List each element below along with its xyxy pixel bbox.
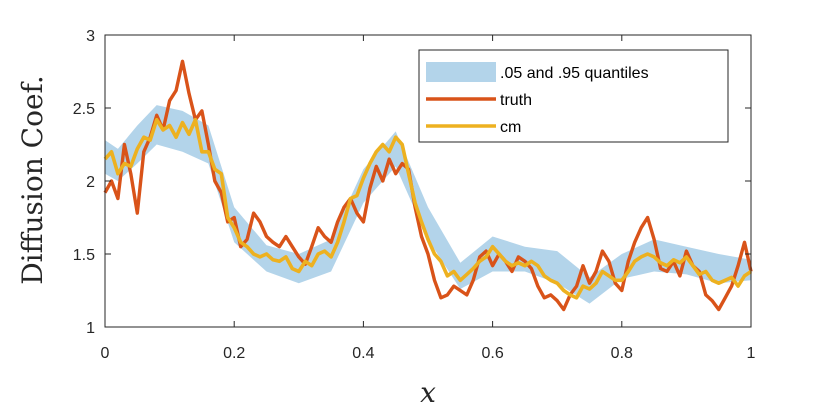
y-axis-label: Diffusion Coef.: [16, 75, 49, 285]
x-tick-label: 0.4: [352, 345, 374, 362]
x-tick-label: 0.6: [481, 345, 503, 362]
legend-label-quantiles: .05 and .95 quantiles: [500, 65, 649, 82]
plot-area: 0 0.2 0.4 0.6 0.8 1 1 1.5 2 2.5 3: [73, 28, 756, 362]
x-tick-label: 0.2: [223, 345, 245, 362]
y-tick-label: 1: [86, 320, 95, 337]
y-tick-label: 1.5: [73, 247, 95, 264]
y-tick-label: 3: [86, 28, 95, 45]
y-tick-label: 2.5: [73, 101, 95, 118]
tick-labels: 0 0.2 0.4 0.6 0.8 1 1 1.5 2 2.5 3: [73, 28, 756, 362]
x-tick-label: 0: [101, 345, 110, 362]
legend-swatch-quantiles: [426, 62, 496, 82]
x-tick-label: 0.8: [611, 345, 633, 362]
truth-line: [103, 59, 753, 312]
cm-line: [103, 117, 753, 300]
tick-marks: [104, 34, 752, 328]
legend-label-truth: truth: [500, 92, 532, 109]
y-tick-label: 2: [86, 174, 95, 191]
legend: .05 and .95 quantiles truth cm: [418, 49, 729, 143]
legend-label-cm: cm: [500, 119, 521, 136]
x-axis-label: x: [420, 376, 436, 409]
x-tick-label: 1: [747, 345, 756, 362]
